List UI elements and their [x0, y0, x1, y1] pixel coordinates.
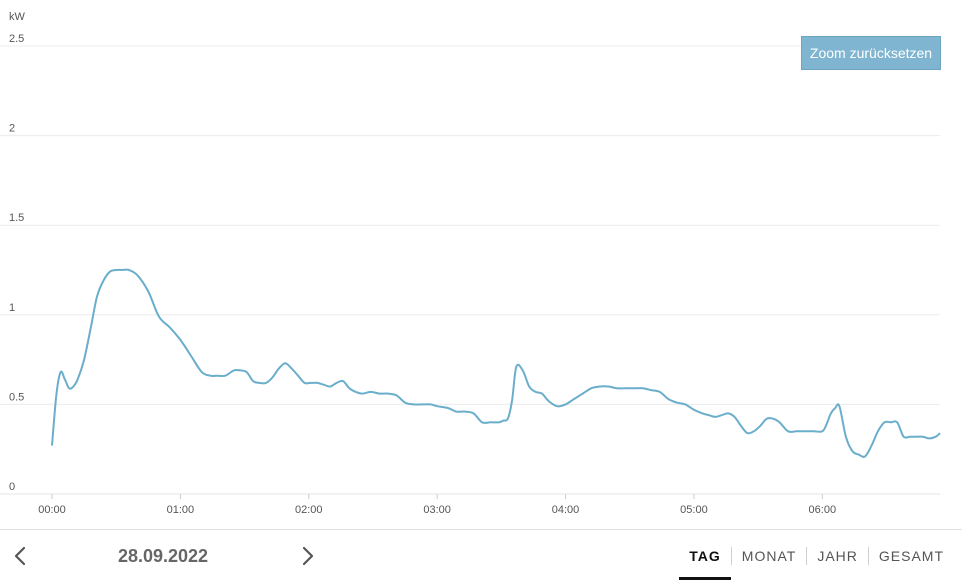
y-tick-label: 2: [9, 123, 15, 135]
y-tick-label: 1: [9, 302, 15, 314]
y-tick-label: 0.5: [9, 391, 24, 403]
y-axis-unit-label: kW: [9, 11, 26, 23]
tab-tag[interactable]: TAG: [679, 530, 731, 582]
chart-svg: kW 0 0.5 1 1.5 2 2.5 00:00 01:00 02:00 03:00 04:00 0…: [0, 11, 941, 516]
y-tick-label: 0: [9, 481, 15, 493]
x-tick-label: 03:00: [423, 504, 451, 516]
y-tick-label: 2.5: [9, 33, 24, 45]
chevron-right-icon[interactable]: [298, 544, 318, 568]
y-tick-label: 1.5: [9, 212, 24, 224]
date-label[interactable]: 28.09.2022: [117, 546, 209, 566]
tab-divider: [730, 547, 732, 565]
zoom-reset-button[interactable]: Zoom zurücksetzen: [801, 36, 941, 70]
x-tick-label: 05:00: [680, 504, 708, 516]
tab-divider: [867, 547, 869, 565]
tab-monat[interactable]: MONAT: [741, 548, 797, 564]
x-tick-label: 01:00: [167, 504, 195, 516]
power-chart[interactable]: kW 0 0.5 1 1.5 2 2.5 00:00 01:00 02:00 03:00 04:00 0…: [0, 0, 962, 528]
tab-divider: [806, 547, 808, 565]
x-tick-label: 00:00: [38, 504, 66, 516]
tab-gesamt[interactable]: GESAMT: [878, 548, 944, 564]
x-tick-label: 02:00: [295, 504, 323, 516]
x-tick-label: 06:00: [809, 504, 837, 516]
tab-jahr[interactable]: JAHR: [817, 548, 858, 564]
chevron-left-icon[interactable]: [10, 544, 30, 568]
power-series-line: [51, 268, 941, 458]
period-tabs: TAG MONAT JAHR GESAMT: [679, 530, 954, 582]
x-tick-label: 04:00: [552, 504, 580, 516]
footer-bar: 28.09.2022 TAG MONAT JAHR GESAMT: [0, 529, 962, 581]
